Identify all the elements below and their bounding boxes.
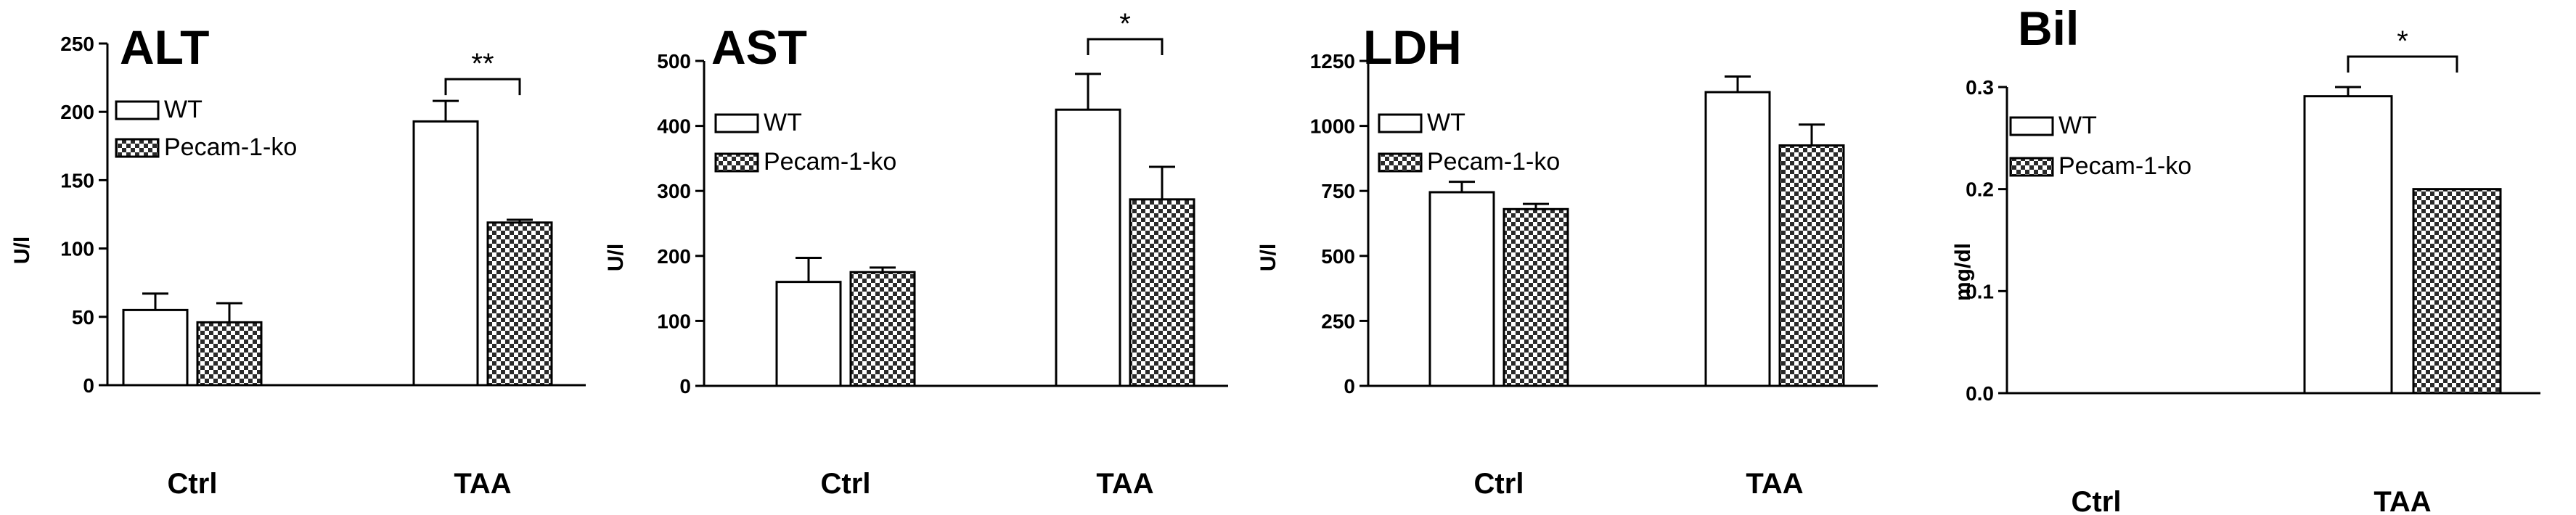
- legend-label-ko: Pecam-1-ko: [2058, 152, 2191, 180]
- legend-swatch-wt: [2009, 116, 2054, 136]
- bar-wt: [412, 120, 479, 387]
- bar-wt: [775, 281, 842, 387]
- bar-pecam-ko: [1502, 207, 1569, 387]
- legend-swatch-ko: [2009, 157, 2054, 177]
- panel-bil: Bil mg/dl WT Pecam-1-ko Ctrl TAA 0.0 0.1 0…: [1951, 1, 2540, 515]
- legend-label-ko: Pecam-1-ko: [1427, 148, 1560, 176]
- chart-title: Bil: [2018, 1, 2079, 55]
- y-tick-label: 0: [679, 375, 691, 397]
- legend: WT Pecam-1-ko: [1378, 109, 1560, 176]
- bar-pecam-ko: [849, 271, 916, 387]
- x-tick-label: TAA: [1096, 468, 1153, 500]
- significance-label: *: [2397, 25, 2408, 57]
- legend-label-wt: WT: [164, 96, 203, 123]
- bar-pecam-ko: [486, 221, 553, 387]
- legend-label-ko: Pecam-1-ko: [764, 148, 896, 176]
- y-tick-label: 0.0: [1966, 382, 1994, 405]
- bar-wt: [1428, 191, 1495, 387]
- x-tick-label: Ctrl: [1474, 468, 1524, 500]
- x-tick-label: TAA: [454, 468, 511, 500]
- y-tick-label: 750: [1321, 180, 1355, 202]
- y-tick-label: 200: [657, 245, 691, 268]
- legend-label-wt: WT: [764, 109, 802, 136]
- bar-pecam-ko: [1778, 144, 1845, 387]
- significance-label: *: [1119, 8, 1131, 40]
- y-tick-label: 200: [60, 101, 94, 123]
- x-tick-label: Ctrl: [2072, 486, 2122, 515]
- y-tick-label: 500: [1321, 245, 1355, 268]
- bar-wt: [2303, 95, 2393, 395]
- y-tick-label: 50: [72, 306, 94, 329]
- legend-swatch-ko: [1378, 152, 1423, 173]
- legend: WT Pecam-1-ko: [115, 96, 297, 161]
- y-axis-label: mg/dl: [1951, 243, 1975, 301]
- bar-wt: [1055, 108, 1121, 387]
- legend-swatch-wt: [714, 113, 759, 133]
- y-tick-label: 0: [1344, 375, 1355, 397]
- y-tick-label: 250: [60, 33, 94, 55]
- legend-swatch-wt: [115, 100, 160, 120]
- legend-swatch-ko: [115, 138, 160, 158]
- legend-swatch-wt: [1378, 113, 1423, 133]
- y-tick-label: 0.1: [1966, 280, 1994, 302]
- legend: WT Pecam-1-ko: [714, 109, 896, 176]
- chart-title: ALT: [120, 20, 209, 74]
- bar-pecam-ko: [2412, 188, 2502, 395]
- legend-label-ko: Pecam-1-ko: [164, 133, 297, 161]
- legend-swatch-ko: [714, 152, 759, 173]
- y-tick-label: 500: [657, 50, 691, 73]
- y-tick-label: 400: [657, 115, 691, 138]
- significance-bracket: [2347, 55, 2458, 73]
- x-tick-label: TAA: [1746, 468, 1803, 500]
- y-tick-label: 1250: [1310, 50, 1355, 73]
- legend-label-wt: WT: [1427, 109, 1465, 136]
- y-tick-label: 100: [657, 310, 691, 332]
- bar-pecam-ko: [1129, 198, 1195, 387]
- panel-ldh: LDH U/l WT Pecam-1-ko Ctrl TAA 0 250 500 75…: [1256, 20, 1878, 500]
- y-axis-label: U/l: [1256, 244, 1280, 271]
- y-tick-label: 300: [657, 180, 691, 202]
- legend-label-wt: WT: [2058, 112, 2097, 139]
- y-tick-label: 250: [1321, 310, 1355, 332]
- panel-ast: AST U/l WT Pecam-1-ko Ctrl TAA 0 100 200 30…: [604, 8, 1228, 500]
- y-tick-label: 1000: [1310, 115, 1355, 138]
- y-axis-label: U/l: [10, 236, 34, 264]
- y-axis-label: U/l: [604, 244, 628, 271]
- bar-pecam-ko: [196, 321, 263, 387]
- y-tick-label: 0.3: [1966, 76, 1994, 99]
- panel-alt: ALT U/l WT Pecam-1-ko Ctrl TAA 0 50 100 150…: [10, 20, 586, 500]
- x-tick-label: Ctrl: [821, 468, 871, 500]
- significance-bracket: [1087, 38, 1164, 55]
- significance-label: **: [471, 48, 494, 80]
- significance-bracket: [444, 78, 521, 96]
- bar-wt: [122, 308, 189, 387]
- y-tick-label: 0.2: [1966, 178, 1994, 201]
- y-tick-label: 0: [83, 374, 94, 397]
- x-tick-label: Ctrl: [168, 468, 218, 500]
- x-tick-label: TAA: [2373, 486, 2431, 515]
- legend: WT Pecam-1-ko: [2009, 112, 2191, 180]
- chart-title: LDH: [1363, 20, 1462, 74]
- y-tick-label: 150: [60, 169, 94, 191]
- chart-title: AST: [711, 20, 807, 74]
- bar-wt: [1704, 91, 1771, 387]
- y-tick-label: 100: [60, 238, 94, 260]
